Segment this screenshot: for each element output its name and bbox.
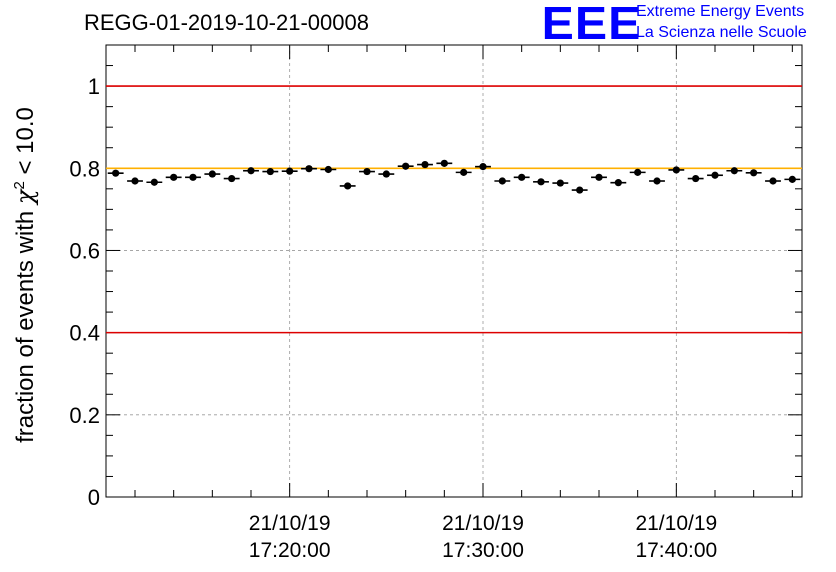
data-point	[769, 177, 777, 185]
chart-title: REGG-01-2019-10-21-00008	[84, 10, 369, 35]
data-point	[170, 173, 178, 181]
data-point	[344, 182, 352, 190]
data-point	[730, 167, 738, 175]
data-point	[131, 177, 139, 185]
x-tick-date: 21/10/19	[249, 512, 331, 535]
data-point	[653, 177, 661, 185]
data-point	[711, 171, 719, 179]
data-point	[189, 173, 197, 181]
data-point	[498, 177, 506, 185]
data-point	[750, 169, 758, 177]
y-tick-label: 0	[88, 485, 100, 510]
data-point	[634, 168, 642, 176]
data-point	[788, 175, 796, 183]
y-tick-label: 0.4	[69, 321, 100, 346]
data-point	[614, 179, 622, 187]
y-tick-label: 0.6	[69, 238, 100, 263]
y-tick-label: 1	[88, 74, 100, 99]
y-tick-label: 0.8	[69, 156, 100, 181]
data-point	[228, 174, 236, 183]
plot-frame	[105, 44, 803, 498]
x-tick-date: 21/10/19	[442, 512, 524, 535]
data-point	[672, 166, 680, 174]
data-point	[576, 186, 584, 194]
brand-line-2: La Scienza nelle Scuole	[636, 24, 807, 41]
data-point	[479, 163, 487, 171]
x-tick-time: 17:30:00	[442, 539, 524, 562]
x-tick-time: 17:20:00	[249, 539, 331, 562]
data-point	[402, 162, 410, 170]
x-tick-time: 17:40:00	[635, 539, 717, 562]
data-point	[460, 168, 468, 176]
data-point	[518, 173, 526, 181]
data-point	[208, 170, 216, 178]
data-point	[363, 167, 371, 176]
data-point	[305, 165, 313, 173]
data-point	[247, 167, 255, 175]
data-point	[692, 174, 700, 183]
data-point	[382, 170, 390, 178]
data-point	[324, 165, 332, 174]
eee-logo: EEE	[541, 0, 642, 49]
data-point	[595, 173, 603, 181]
data-point	[150, 178, 158, 186]
data-point	[537, 178, 545, 186]
brand-line-1: Extreme Energy Events	[636, 3, 805, 20]
data-point	[440, 159, 448, 167]
data-point	[556, 179, 564, 187]
data-point	[112, 169, 120, 177]
data-point	[266, 167, 274, 176]
data-point	[286, 167, 294, 175]
y-tick-label: 0.2	[69, 403, 100, 428]
y-axis-label: fraction of events with χ2 < 10.0	[11, 107, 39, 443]
x-tick-date: 21/10/19	[635, 512, 717, 535]
data-point	[421, 160, 429, 169]
